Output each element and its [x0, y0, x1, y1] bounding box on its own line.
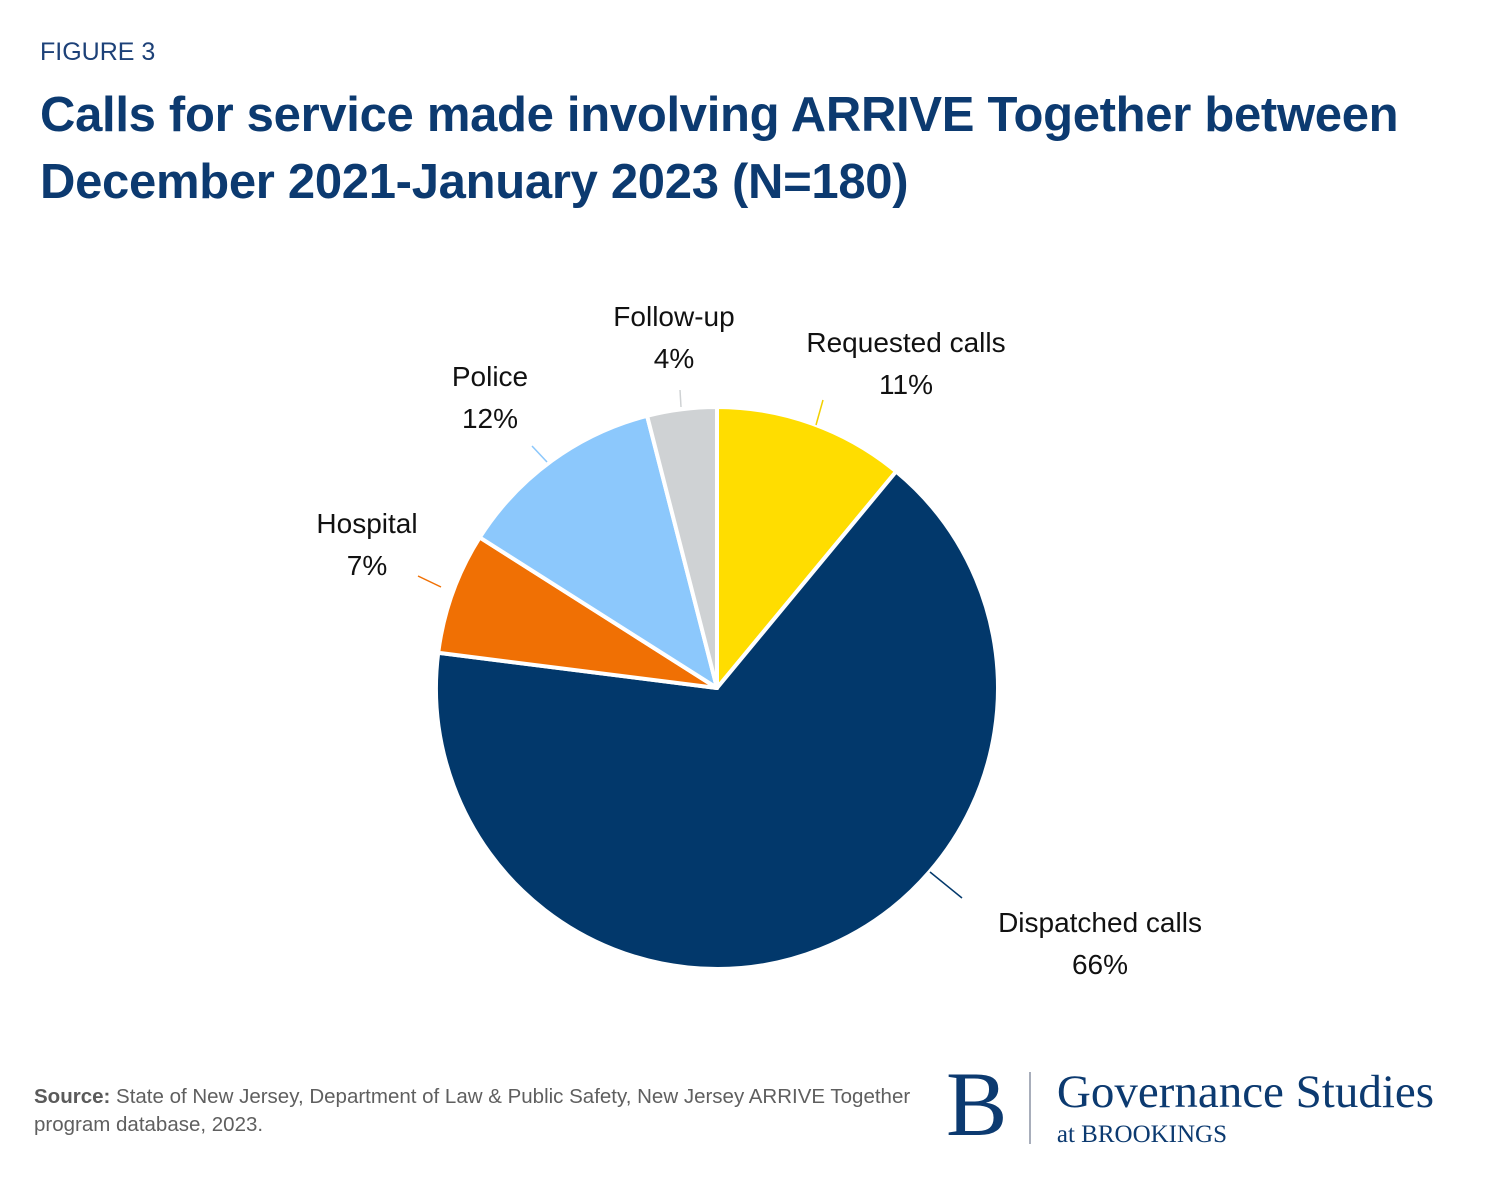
slice-label-value: 12%	[462, 403, 518, 434]
slice-label-name: Hospital	[316, 508, 417, 539]
brookings-logo: B Governance Studies at BROOKINGS	[946, 1058, 1435, 1150]
logo-name: Governance Studies	[1056, 1066, 1435, 1118]
slice-label-value: 7%	[347, 550, 387, 581]
slice-label-value: 11%	[879, 369, 933, 400]
slice-labels: Requested calls 11% Dispatched calls 66% Hos…	[316, 301, 1202, 980]
leader-line	[929, 871, 963, 899]
slice-label-name: Follow-up	[613, 301, 734, 332]
slice-label-value: 4%	[654, 343, 694, 374]
logo-subtitle: at BROOKINGS	[1056, 1121, 1228, 1148]
leader-line	[679, 389, 682, 408]
pie-slice-follow-up	[645, 405, 719, 690]
source-text: State of New Jersey, Department of Law &…	[34, 1085, 911, 1136]
logo-divider	[1029, 1072, 1031, 1144]
slice-label-name: Requested calls	[806, 327, 1005, 358]
chart-title: Calls for service made involving ARRIVE …	[40, 88, 1399, 209]
slice-label-name: Police	[452, 361, 528, 392]
pie-slice-hospital	[436, 535, 719, 690]
pie-slice-dispatched-calls	[434, 469, 1000, 971]
leader-line	[531, 445, 548, 463]
source-note: Source: State of New Jersey, Department …	[34, 1083, 934, 1139]
figure-label: FIGURE 3	[40, 38, 156, 66]
pie-slice-requested-calls	[715, 405, 899, 690]
pie-slice-police	[477, 413, 719, 690]
leader-line	[417, 575, 442, 588]
leader-lines	[417, 389, 963, 899]
logo-mark: B	[946, 1053, 1008, 1155]
slice-label-value: 66%	[1072, 949, 1128, 980]
slice-label-name: Dispatched calls	[998, 907, 1202, 938]
leader-line	[815, 399, 824, 426]
pie-slices	[434, 405, 1000, 971]
source-prefix: Source:	[34, 1085, 111, 1108]
